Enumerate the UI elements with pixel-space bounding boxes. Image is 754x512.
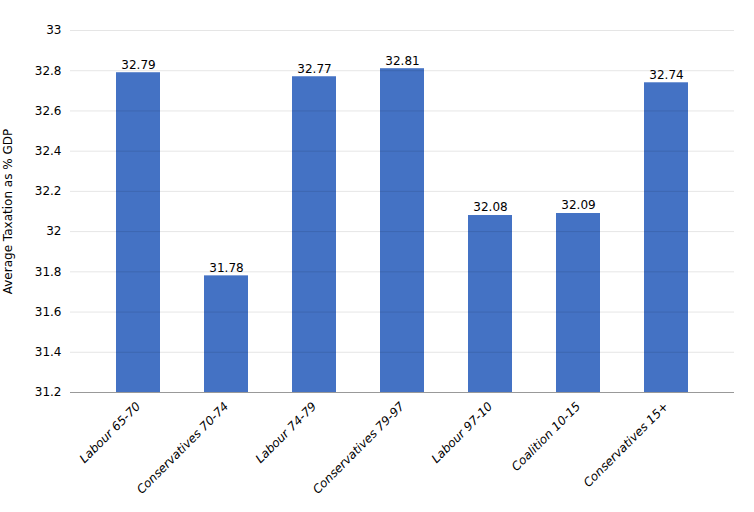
svg-text:Average Taxation as % GDP: Average Taxation as % GDP	[1, 129, 15, 294]
svg-text:31.8: 31.8	[35, 265, 62, 279]
svg-text:32.4: 32.4	[35, 144, 62, 158]
svg-text:32.81: 32.81	[385, 54, 419, 68]
svg-text:32: 32	[46, 224, 61, 238]
svg-text:Conservatives 79-97: Conservatives 79-97	[310, 399, 408, 497]
svg-text:32.79: 32.79	[121, 58, 155, 72]
svg-text:31.4: 31.4	[35, 345, 62, 359]
svg-text:32.2: 32.2	[35, 184, 62, 198]
svg-text:Conservatives 15+: Conservatives 15+	[581, 399, 672, 490]
svg-text:Labour 74-79: Labour 74-79	[253, 399, 320, 466]
svg-text:Conservatives 70-74: Conservatives 70-74	[134, 399, 231, 496]
svg-text:32.6: 32.6	[35, 104, 62, 118]
svg-text:Labour 65-70: Labour 65-70	[77, 399, 144, 466]
svg-text:31.6: 31.6	[35, 305, 62, 319]
svg-text:32.77: 32.77	[297, 62, 331, 76]
svg-text:33: 33	[46, 23, 61, 37]
svg-text:32.09: 32.09	[561, 198, 595, 212]
svg-text:Labour 97-10: Labour 97-10	[429, 399, 496, 466]
svg-text:32.8: 32.8	[35, 64, 62, 78]
svg-text:32.08: 32.08	[473, 200, 507, 214]
svg-text:31.2: 31.2	[35, 385, 62, 399]
svg-text:Coalition 10-15: Coalition 10-15	[509, 399, 584, 474]
svg-text:31.78: 31.78	[209, 261, 243, 275]
svg-text:32.74: 32.74	[649, 68, 683, 82]
